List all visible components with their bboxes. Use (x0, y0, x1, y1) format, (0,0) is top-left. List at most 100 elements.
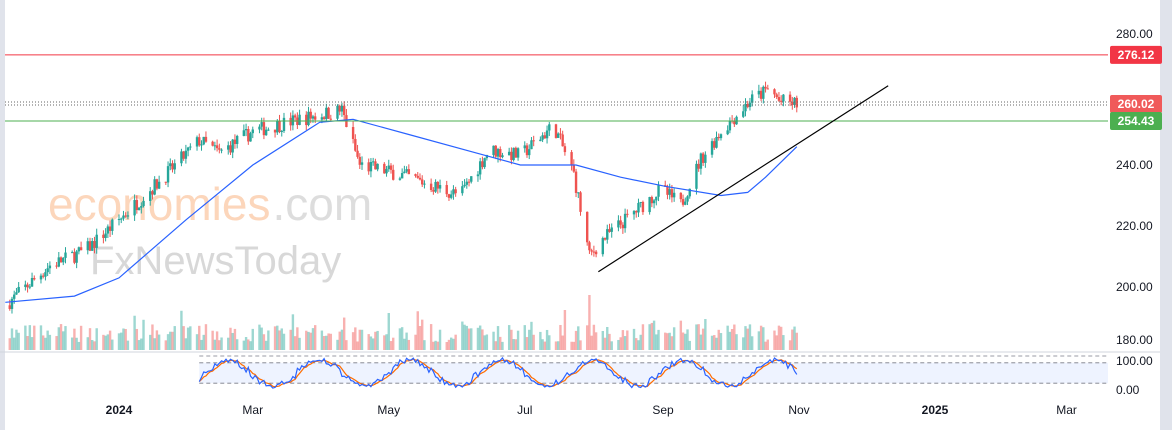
candle-body (572, 165, 576, 172)
candle-body (258, 126, 261, 130)
volume-bar (610, 341, 613, 350)
candle-body (220, 149, 223, 151)
volume-bar (164, 340, 168, 350)
price-tick: 200.00 (1116, 280, 1153, 294)
candle-body (387, 165, 390, 170)
volume-bar (213, 339, 217, 350)
volume-bar (338, 331, 341, 350)
volume-bar (111, 339, 114, 350)
volume-bar (590, 335, 593, 350)
candle-body (398, 178, 402, 180)
candle-body (75, 251, 78, 263)
candle-body (367, 162, 370, 172)
volume-bar (570, 341, 573, 350)
volume-bar (668, 332, 671, 350)
volume-bar (686, 329, 689, 350)
volume-bar (153, 338, 156, 350)
volume-bar (186, 327, 190, 350)
volume-bar (358, 329, 361, 350)
volume-bar (70, 337, 74, 350)
candle-body (541, 135, 544, 140)
candle-body (699, 153, 703, 169)
candle-body (33, 278, 36, 280)
candle-body (91, 241, 94, 251)
volume-bar (171, 331, 174, 350)
volume-bar (523, 325, 526, 350)
volume-bar (28, 325, 32, 350)
volume-bar (313, 325, 317, 350)
volume-bar (293, 336, 297, 350)
volume-bar (231, 332, 234, 350)
volume-bar (793, 326, 796, 350)
volume-bar (746, 328, 749, 350)
volume-bar (227, 337, 230, 350)
candle-body (733, 120, 736, 125)
candle-body (70, 252, 74, 254)
candle-body (171, 163, 174, 170)
candle-body (184, 150, 188, 159)
volume-bar (543, 341, 547, 350)
candle-body (514, 147, 518, 158)
volume-bar (416, 311, 419, 350)
candle-body (579, 192, 582, 212)
candle-body (213, 145, 217, 147)
volume-bar (449, 337, 453, 350)
volume-bar (672, 327, 676, 350)
scrollbar[interactable] (1160, 0, 1172, 430)
volume-bar (795, 332, 798, 350)
volume-bar (764, 341, 767, 350)
volume-bar (528, 329, 531, 350)
candle-body (26, 284, 29, 288)
candle-body (262, 122, 266, 136)
volume-bar (342, 317, 346, 350)
stochastic-pane[interactable] (198, 355, 1108, 389)
candle-body (452, 189, 455, 195)
volume-bar (305, 330, 308, 350)
candle-body (438, 185, 442, 189)
volume-bar (617, 339, 620, 350)
volume-bar (766, 339, 769, 350)
volume-bar (169, 331, 172, 350)
candle-body (218, 148, 221, 150)
candle-body (619, 220, 622, 225)
candle-body (494, 145, 497, 157)
candle-body (594, 251, 598, 255)
volume-bar (588, 295, 591, 350)
volume-bar (735, 334, 738, 350)
candle-body (289, 117, 292, 126)
candle-body (523, 145, 526, 149)
volume-bar (244, 337, 248, 350)
volume-bar (710, 335, 714, 350)
candle-body (697, 163, 700, 169)
candle-body (155, 179, 159, 189)
volume-bar (744, 326, 747, 350)
candle-body (360, 162, 364, 165)
candle-body (717, 136, 720, 139)
volume-bar (400, 327, 404, 350)
candle-body (140, 206, 143, 208)
last-price-price-label: 260.02 (1118, 97, 1155, 111)
volume-bar (57, 327, 61, 350)
candle-body (445, 185, 448, 195)
volume-bar (623, 336, 627, 350)
volume-bar (387, 313, 390, 350)
candle-body (481, 161, 484, 168)
volume-bar (762, 327, 765, 350)
candle-body (461, 186, 464, 194)
volume-bar (704, 319, 707, 350)
volume-bar (670, 336, 674, 350)
volume-bar (418, 325, 422, 350)
volume-bar (635, 338, 638, 350)
candle-body (728, 120, 732, 131)
volume-bar (788, 340, 792, 350)
candle-body (182, 151, 185, 159)
volume-bar (155, 330, 159, 350)
volume-bar (773, 330, 776, 350)
volume-bar (608, 333, 611, 350)
volume-bar (151, 324, 154, 350)
candle-body (126, 215, 130, 217)
volume-bar (728, 331, 732, 350)
volume-bar (632, 328, 636, 350)
candle-body (742, 111, 745, 117)
